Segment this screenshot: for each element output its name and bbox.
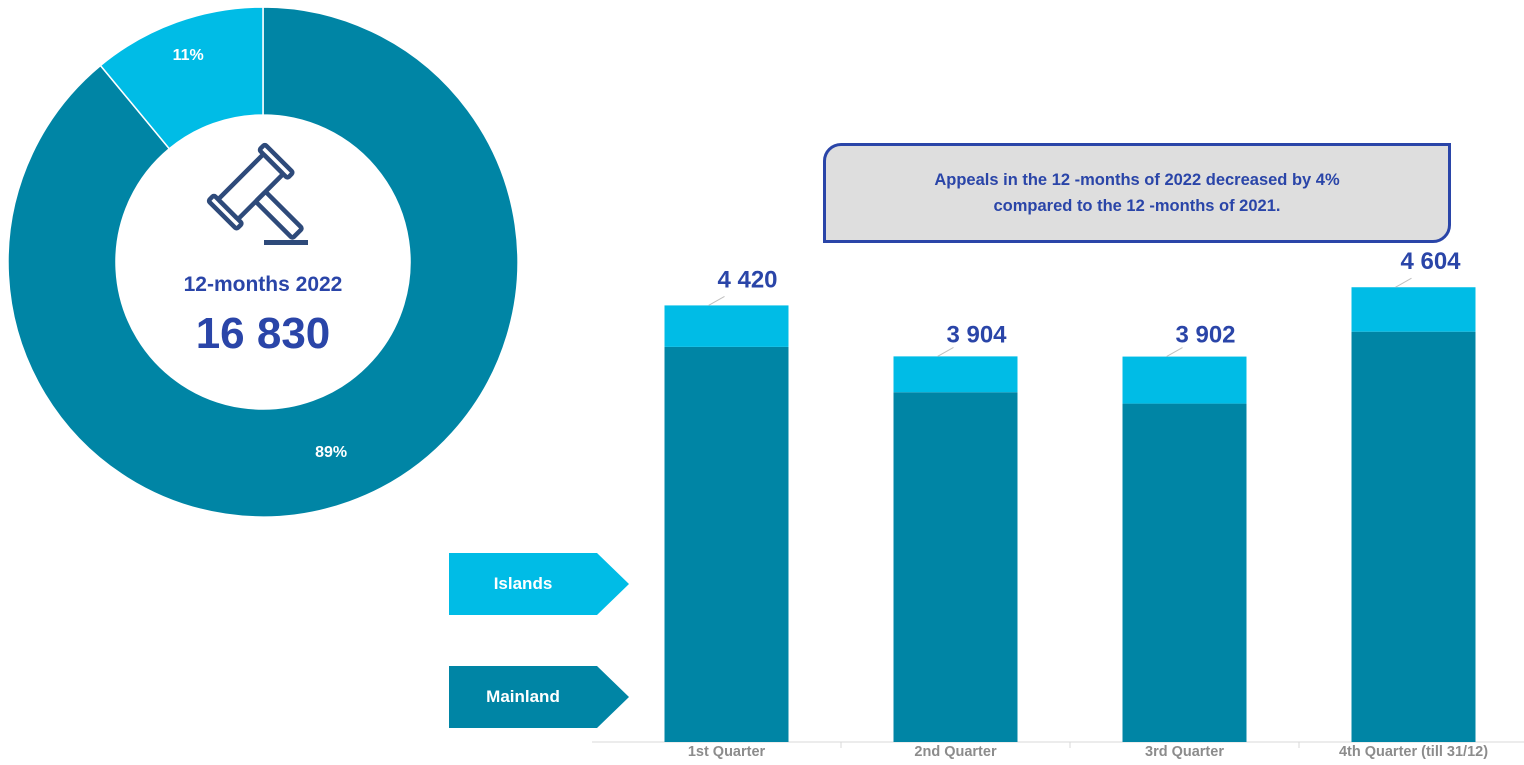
stacked-bar-chart: 4 420 1st Quarter 3 904 2nd Quarter 3 902 3rd… bbox=[592, 248, 1524, 760]
bar-mainland-2 bbox=[893, 392, 1018, 742]
total-leader-line bbox=[708, 295, 725, 306]
bar-islands-1 bbox=[664, 305, 789, 347]
donut-center-title: 12-months 2022 bbox=[184, 273, 343, 296]
bar-total-label-3: 3 902 bbox=[1175, 322, 1235, 349]
x-tick-label-2: 2nd Quarter bbox=[914, 744, 997, 760]
bar-islands-2 bbox=[893, 356, 1018, 393]
bar-islands-3 bbox=[1122, 356, 1247, 404]
bar-total-label-2: 3 904 bbox=[946, 321, 1007, 348]
legend-mainland: Mainland bbox=[449, 666, 629, 728]
x-tick-label-4: 4th Quarter (till 31/12) bbox=[1339, 744, 1488, 760]
bar-mainland-4 bbox=[1351, 331, 1476, 742]
bar-mainland-3 bbox=[1122, 403, 1247, 742]
bar-mainland-1 bbox=[664, 346, 789, 742]
x-tick-label-1: 1st Quarter bbox=[688, 744, 766, 760]
bar-total-label-1: 4 420 bbox=[717, 266, 777, 293]
summary-callout: Appeals in the 12 -months of 2022 decrea… bbox=[823, 143, 1451, 243]
donut-center-total: 16 830 bbox=[196, 309, 331, 358]
callout-line-1: Appeals in the 12 -months of 2022 decrea… bbox=[934, 171, 1340, 189]
legend-mainland-label: Mainland bbox=[486, 687, 560, 706]
bar-total-label-4: 4 604 bbox=[1400, 248, 1461, 275]
donut-slice-label-mainland: 89% bbox=[315, 444, 347, 461]
donut-slice-islands bbox=[99, 6, 264, 150]
donut-slice-mainland bbox=[7, 6, 519, 518]
total-leader-line bbox=[1166, 347, 1183, 358]
callout-line-2: compared to the 12 -months of 2021. bbox=[993, 197, 1281, 215]
legend-islands-label: Islands bbox=[493, 574, 553, 593]
total-leader-line bbox=[1395, 277, 1412, 288]
total-leader-line bbox=[937, 346, 954, 357]
donut-chart: 89% 11% bbox=[7, 6, 519, 518]
gavel-icon bbox=[206, 142, 308, 245]
legend-islands: Islands bbox=[449, 553, 629, 615]
donut-slice-label-islands: 11% bbox=[173, 47, 204, 64]
bar-islands-4 bbox=[1351, 287, 1476, 332]
x-tick-label-3: 3rd Quarter bbox=[1145, 744, 1224, 760]
